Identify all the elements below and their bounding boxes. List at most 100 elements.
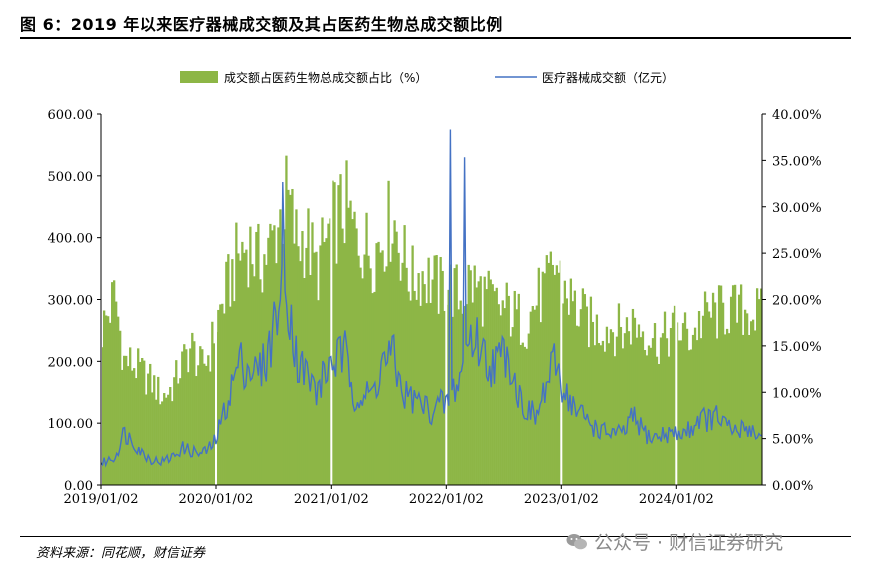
share-bar	[655, 356, 659, 485]
share-bar	[755, 288, 759, 485]
watermark: 公众号 · 财信证券研究	[566, 528, 783, 555]
share-bar	[117, 316, 120, 485]
share-bar	[465, 304, 468, 485]
share-bar	[723, 334, 727, 485]
share-bar	[615, 336, 619, 485]
footer-rule	[20, 536, 851, 537]
share-bar	[397, 252, 400, 485]
share-bar	[121, 369, 124, 485]
combo-chart: 0.00 100.00 200.00 300.00 400.00 500.00 600.00…	[48, 70, 822, 507]
share-bar	[477, 281, 480, 485]
share-bar	[337, 185, 340, 485]
share-bar	[697, 311, 701, 485]
share-bar	[165, 397, 168, 485]
share-bar	[287, 189, 290, 485]
share-bar	[555, 265, 558, 485]
left-tick-label: 0.00	[64, 479, 93, 494]
share-bar	[425, 303, 428, 485]
share-bar	[365, 212, 368, 485]
share-bar	[155, 399, 158, 485]
share-bar	[649, 347, 653, 485]
share-bar	[179, 378, 182, 485]
share-bar	[105, 315, 108, 485]
share-bar	[541, 271, 544, 485]
share-bar	[113, 280, 116, 485]
share-bar	[623, 333, 627, 485]
share-bar	[753, 330, 757, 485]
share-bar	[747, 335, 751, 485]
share-bar	[467, 264, 470, 485]
share-bar	[571, 301, 575, 485]
share-bar	[217, 309, 220, 485]
legend-bar-swatch	[180, 71, 218, 83]
share-bar	[133, 368, 136, 485]
share-bar	[273, 225, 276, 485]
share-bar	[233, 301, 236, 485]
share-bar	[493, 291, 496, 485]
share-bar	[339, 174, 342, 485]
share-bar	[305, 247, 308, 485]
share-bar	[693, 327, 697, 485]
share-bar	[415, 299, 418, 485]
share-bar	[423, 284, 426, 485]
share-bar	[547, 262, 550, 485]
share-bar	[261, 292, 264, 485]
share-bar	[239, 260, 242, 485]
share-bar	[721, 302, 725, 485]
wechat-icon	[566, 533, 587, 549]
share-bar	[401, 262, 404, 485]
share-bar	[257, 223, 260, 485]
share-bar	[387, 180, 390, 485]
share-bar	[309, 275, 312, 485]
share-bar	[551, 264, 554, 485]
right-tick-label: 40.00%	[772, 108, 822, 123]
share-bar	[141, 358, 144, 485]
share-bar	[635, 337, 639, 485]
left-tick-label: 500.00	[48, 170, 94, 185]
share-bar	[325, 238, 328, 485]
share-bar	[727, 333, 731, 485]
share-bar	[267, 237, 270, 485]
right-tick-label: 0.00%	[772, 479, 813, 494]
share-bar	[607, 343, 611, 485]
share-bar	[439, 256, 442, 485]
share-bar	[639, 337, 643, 485]
share-bar	[475, 287, 478, 485]
share-bar	[243, 252, 246, 485]
share-bar	[335, 263, 338, 485]
share-bar	[471, 302, 474, 485]
share-bar	[157, 376, 160, 485]
share-bar	[385, 266, 388, 485]
share-bar	[315, 251, 318, 485]
share-bar	[589, 296, 593, 485]
share-bar	[209, 371, 212, 485]
share-bar	[159, 404, 162, 485]
share-bar	[659, 337, 663, 485]
legend: 成交额占医药生物总成交额占比（%） 医疗器械成交额（亿元）	[180, 70, 674, 85]
share-bar	[371, 293, 374, 485]
share-bar	[307, 208, 310, 485]
share-bar	[357, 255, 360, 485]
right-tick-label: 25.00%	[772, 247, 822, 262]
share-bar	[129, 347, 132, 485]
share-bar	[563, 280, 566, 485]
share-bar	[381, 250, 384, 485]
share-bar	[591, 321, 595, 485]
share-bar	[203, 363, 206, 485]
share-bar	[311, 222, 314, 486]
share-bar	[403, 225, 406, 485]
share-bar	[321, 217, 324, 485]
share-bar	[353, 211, 356, 485]
share-bar	[135, 378, 138, 485]
share-bar	[641, 331, 645, 485]
share-bar	[709, 317, 713, 485]
right-tick-label: 20.00%	[772, 294, 822, 309]
share-bar	[395, 231, 398, 485]
share-bar	[355, 228, 358, 485]
share-bar	[597, 343, 601, 485]
share-bar	[719, 285, 723, 485]
share-bar	[347, 207, 350, 486]
share-bar	[249, 226, 252, 485]
share-bar	[531, 306, 534, 485]
share-bar	[189, 348, 192, 485]
